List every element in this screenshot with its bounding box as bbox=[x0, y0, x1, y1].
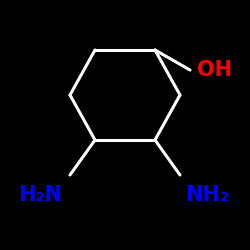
Text: H₂N: H₂N bbox=[18, 185, 62, 205]
Text: NH₂: NH₂ bbox=[185, 185, 229, 205]
Text: OH: OH bbox=[198, 60, 232, 80]
